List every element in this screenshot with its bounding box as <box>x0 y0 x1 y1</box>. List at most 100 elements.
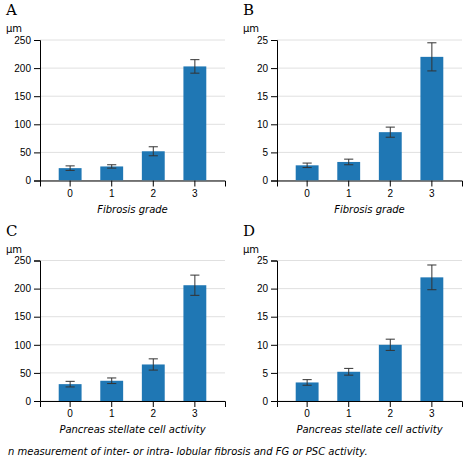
axis-line <box>278 181 463 187</box>
panel-label: D <box>243 222 255 240</box>
plot-area <box>296 43 444 181</box>
tick-label: 1 <box>109 188 115 199</box>
y-tick: 100 <box>14 119 40 130</box>
error-bar-stem <box>153 147 154 156</box>
x-axis-label: Fibrosis grade <box>97 204 168 215</box>
tick-label: 5 <box>262 147 268 158</box>
x-tick: 3 <box>192 181 198 199</box>
grid-line <box>40 260 225 261</box>
error-bar <box>66 166 75 170</box>
tick-label: 20 <box>257 283 269 294</box>
y-tick: 5 <box>262 147 277 158</box>
error-bar <box>149 147 158 156</box>
panel-label: A <box>5 1 17 19</box>
error-bar-stem <box>348 368 349 375</box>
error-bar-cap <box>107 377 116 378</box>
error-bar-cap <box>386 137 395 138</box>
tick-mark <box>34 68 40 69</box>
error-bar-cap <box>190 295 199 296</box>
bar <box>379 345 402 401</box>
error-bar-cap <box>386 127 395 128</box>
error-bar-cap <box>386 339 395 340</box>
tick-label: 0 <box>67 188 73 199</box>
error-bar-cap <box>66 170 75 171</box>
y-axis-label: μm <box>6 244 22 255</box>
error-bar-stem <box>111 165 112 168</box>
error-bar-cap <box>303 379 312 380</box>
error-bar-cap <box>190 73 199 74</box>
error-bar-cap <box>344 164 353 165</box>
error-bar-cap <box>66 381 75 382</box>
bar <box>379 132 402 180</box>
tick-mark <box>34 289 40 290</box>
tick-label: 0 <box>25 396 31 407</box>
y-axis-label: μm <box>243 23 259 34</box>
y-axis: 050100150200250 <box>14 35 40 187</box>
tick-mark <box>271 261 277 262</box>
tick-label: 3 <box>429 188 435 199</box>
error-bar <box>149 359 158 370</box>
caption: n measurement of inter- or intra- lobula… <box>8 446 368 457</box>
tick-mark <box>348 401 349 407</box>
x-tick: 3 <box>429 401 435 419</box>
tick-label: 2 <box>151 408 157 419</box>
tick-label: 50 <box>20 147 32 158</box>
tick-mark <box>431 181 432 187</box>
x-axis-label: Fibrosis grade <box>334 204 405 215</box>
bar <box>100 381 123 401</box>
grid <box>277 40 462 181</box>
chart-figure: 0501001502002500123AμmFibrosis grade0510… <box>0 0 474 463</box>
tick-label: 2 <box>388 188 394 199</box>
tick-mark <box>271 152 277 153</box>
tick-mark <box>153 401 154 407</box>
x-tick: 1 <box>346 401 352 419</box>
error-bar <box>107 378 116 384</box>
y-axis: 0510152025 <box>257 255 278 407</box>
error-bar-stem <box>390 339 391 350</box>
error-bar <box>303 163 312 167</box>
error-bar-cap <box>427 42 436 43</box>
error-bar <box>107 165 116 168</box>
error-bar-cap <box>149 146 158 147</box>
grid <box>277 261 462 402</box>
x-tick: 3 <box>429 181 435 199</box>
tick-label: 0 <box>67 408 73 419</box>
tick-mark <box>271 289 277 290</box>
x-tick: 1 <box>346 181 352 199</box>
tick-mark <box>34 40 40 41</box>
tick-mark <box>271 68 277 69</box>
panel: 0501001502002500123AμmFibrosis grade <box>5 1 226 215</box>
error-bar <box>427 43 436 71</box>
tick-label: 50 <box>20 368 32 379</box>
error-bar-stem <box>307 380 308 386</box>
plot-area <box>59 275 207 401</box>
bar <box>142 364 165 401</box>
axis-line <box>271 41 278 182</box>
bar <box>59 168 82 180</box>
panel: 0501001502002500123CμmPancreas stellate … <box>6 222 226 436</box>
bar <box>296 165 319 180</box>
error-bar-stem <box>431 43 432 71</box>
bar <box>100 166 123 180</box>
error-bar-cap <box>149 370 158 371</box>
x-tick: 3 <box>192 401 198 419</box>
tick-mark <box>271 317 277 318</box>
tick-label: 0 <box>25 175 31 186</box>
y-tick: 250 <box>14 255 40 266</box>
panel: 05101520250123BμmFibrosis grade <box>243 1 463 215</box>
bar <box>337 162 360 181</box>
x-axis-label: Pancreas stellate cell activity <box>296 424 443 435</box>
tick-mark <box>70 181 71 187</box>
x-tick: 0 <box>67 401 73 419</box>
y-tick: 0 <box>262 175 277 186</box>
grid-line <box>277 260 462 261</box>
y-tick: 5 <box>262 368 277 379</box>
tick-mark <box>34 261 40 262</box>
panel: 05101520250123DμmPancreas stellate cell … <box>243 222 463 436</box>
axis-line <box>34 261 41 402</box>
y-axis: 0510152025 <box>257 35 278 187</box>
bar <box>59 384 82 401</box>
tick-label: 100 <box>14 119 31 130</box>
tick-mark <box>153 181 154 187</box>
plot-area <box>296 265 444 401</box>
